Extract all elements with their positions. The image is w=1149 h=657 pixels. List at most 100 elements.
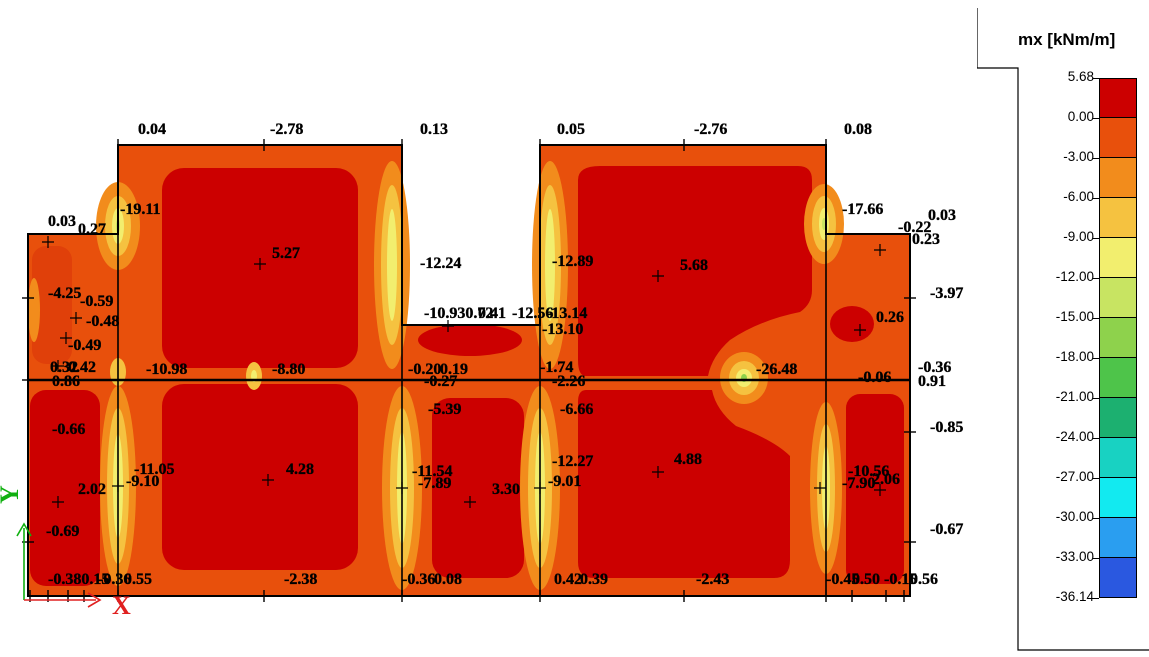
legend-tick-label: -15.00	[1055, 309, 1094, 324]
moment-value-label: 0.03	[928, 207, 956, 224]
moment-value-label: -2.43	[696, 571, 729, 588]
legend-tick	[1093, 398, 1099, 399]
legend-tick-label: -6.00	[1063, 189, 1094, 204]
legend-tick	[1093, 198, 1099, 199]
moment-value-label: 0.91	[918, 373, 946, 390]
legend-tick-label: 0.00	[1067, 109, 1094, 124]
moment-value-label: -19.11	[120, 201, 160, 218]
legend-tick	[1093, 118, 1099, 119]
moment-value-label: 4.88	[674, 451, 702, 468]
moment-value-label: 0.13	[420, 121, 448, 138]
legend-color-box	[1099, 398, 1137, 438]
moment-value-label: -0.69	[46, 523, 79, 540]
legend-color-box	[1099, 158, 1137, 198]
moment-value-label: 0.50	[852, 571, 880, 588]
moment-value-label: 0.42	[554, 571, 582, 588]
legend-tick-label: 5.68	[1067, 69, 1094, 84]
moment-value-label: 2.06	[872, 471, 900, 488]
node-markers	[42, 236, 886, 508]
contour-region	[32, 246, 72, 364]
moment-value-label: -0.67	[930, 521, 963, 538]
moment-value-label: -3.97	[930, 285, 963, 302]
moment-value-label: -10.56	[848, 463, 889, 480]
legend-color-box	[1099, 118, 1137, 158]
legend-tick-label: -12.00	[1055, 269, 1094, 284]
legend-tick-label: -9.00	[1063, 229, 1094, 244]
moment-value-label: 0.41	[478, 305, 506, 322]
moment-value-label: -0.22	[898, 219, 931, 236]
moment-value-label: 0.08	[844, 121, 872, 138]
legend-tick-label: -33.00	[1055, 549, 1094, 564]
moment-value-label: -0.85	[930, 419, 963, 436]
moment-value-label: 0.26	[876, 309, 904, 326]
contour-region	[578, 390, 790, 578]
legend-color-box	[1099, 78, 1137, 118]
moment-value-label: 5.68	[680, 257, 708, 274]
legend-tick	[1093, 558, 1099, 559]
moment-value-label: -17.66	[842, 201, 883, 218]
moment-value-label: 0.04	[138, 121, 166, 138]
moment-value-label: 0.03	[48, 213, 76, 230]
moment-value-label: 0.55	[124, 571, 152, 588]
contour-region	[162, 384, 358, 570]
moment-value-label: -26.48	[756, 361, 797, 378]
legend-tick-label: -21.00	[1055, 389, 1094, 404]
moment-value-label: 0.86	[52, 373, 80, 390]
moment-value-label: -2.78	[270, 121, 303, 138]
moment-value-label: 4.28	[286, 461, 314, 478]
legend-tick	[1093, 358, 1099, 359]
moment-value-label: -0.48	[86, 313, 119, 330]
contour-region	[432, 398, 524, 578]
legend-frame	[977, 8, 1149, 651]
contour-region	[418, 324, 522, 356]
moment-value-label: -11.54	[412, 463, 452, 480]
contour-region	[846, 394, 904, 584]
legend-color-box	[1099, 358, 1137, 398]
legend-tick	[1093, 238, 1099, 239]
legend-color-box	[1099, 558, 1137, 598]
moment-value-label: -12.89	[552, 253, 593, 270]
moment-value-label: -4.25	[48, 285, 81, 302]
legend-tick-label: -24.00	[1055, 429, 1094, 444]
legend-tick-label: -3.00	[1063, 149, 1094, 164]
axis-x-arrow	[24, 592, 102, 608]
axis-x-label: X	[112, 591, 131, 620]
legend-title: mx [kNm/m]	[1018, 30, 1116, 49]
moment-value-label: -0.380.15	[48, 571, 109, 588]
legend-tick	[1093, 278, 1099, 279]
legend-tick	[1093, 318, 1099, 319]
moment-value-label: -8.80	[272, 361, 305, 378]
moment-value-label: -7.90	[842, 475, 875, 492]
moment-value-label: -0.27	[424, 373, 457, 390]
moment-value-label: 0.05	[557, 121, 585, 138]
moment-value-label: -12.56	[512, 305, 553, 322]
moment-value-label: -0.45	[826, 571, 859, 588]
moment-value-label: -5.39	[428, 401, 461, 418]
moment-value-label: -11.05	[134, 461, 174, 478]
legend-color-box	[1099, 278, 1137, 318]
moment-value-label: 0.42	[68, 359, 96, 376]
legend-tick	[1093, 478, 1099, 479]
legend-color-box	[1099, 478, 1137, 518]
moment-value-label: -13.14	[546, 305, 587, 322]
contour-region	[578, 166, 812, 376]
moment-value-label: 2.02	[78, 481, 106, 498]
moment-value-label: -0.36	[918, 359, 951, 376]
legend-color-box	[1099, 198, 1137, 238]
moment-value-label: -2.38	[284, 571, 317, 588]
legend-tick-label: -18.00	[1055, 349, 1094, 364]
legend-color-box	[1099, 518, 1137, 558]
moment-value-label: -7.89	[418, 475, 451, 492]
legend-tick	[1093, 78, 1099, 79]
legend-tick	[1093, 438, 1099, 439]
legend-tick-label: -30.00	[1055, 509, 1094, 524]
moment-value-label: 0.39	[580, 571, 608, 588]
legend-tick-label: -27.00	[1055, 469, 1094, 484]
moment-value-label: -0.36	[402, 571, 435, 588]
moment-value-label: 0.32	[50, 359, 78, 376]
moment-value-label: 0.08	[434, 571, 462, 588]
moment-value-label: -0.36	[98, 571, 131, 588]
moment-value-label: -0.06	[858, 369, 891, 386]
moment-value-label: -2.76	[694, 121, 727, 138]
